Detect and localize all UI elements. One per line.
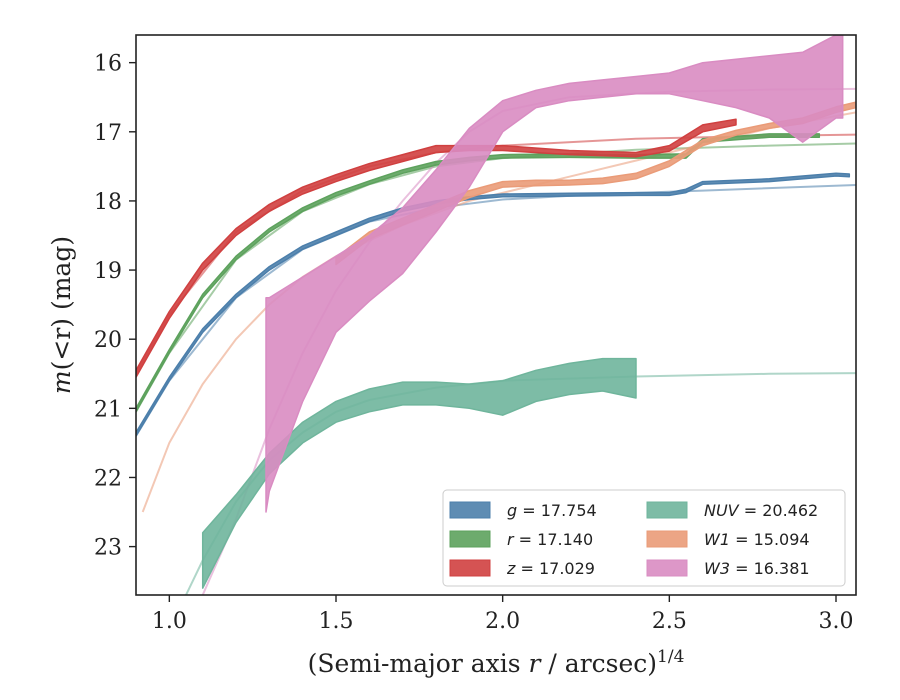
band-w1: [335, 101, 856, 266]
band-nuv: [201, 357, 637, 589]
band-z: [136, 118, 737, 378]
legend-label-r: r = 17.140: [507, 530, 593, 549]
y-tick-label: 23: [94, 536, 122, 561]
x-tick-label: 1.5: [319, 609, 354, 634]
x-axis-label: (Semi-major axis r / arcsec)1/4: [308, 647, 685, 678]
legend-label-w1: W1 = 15.094: [704, 530, 810, 549]
model-curve-w1: [141, 111, 856, 513]
y-tick-label: 19: [94, 259, 122, 284]
legend-swatch-g: [449, 501, 491, 519]
legend-swatch-w1: [646, 530, 688, 548]
legend-label-nuv: NUV = 20.462: [704, 501, 818, 520]
band-g: [136, 172, 851, 437]
x-tick-label: 2.0: [485, 609, 520, 634]
band-w3: [265, 35, 844, 513]
legend-swatch-w3: [646, 559, 688, 577]
x-tick-label: 3.0: [819, 609, 854, 634]
y-tick-label: 22: [94, 466, 122, 491]
y-axis-ticks: 16 17 18 19 20 21 22 23: [94, 52, 136, 561]
legend-label-z: z = 17.029: [506, 559, 595, 578]
y-tick-label: 16: [94, 52, 122, 77]
y-axis-label: m(<r) (mag): [47, 236, 76, 394]
legend-swatch-nuv: [646, 501, 688, 519]
legend-box: [442, 489, 846, 587]
plot-frame: [135, 34, 857, 596]
legend-swatch-r: [449, 530, 491, 548]
legend-swatch-z: [449, 559, 491, 577]
x-axis-ticks: 1.0 1.5 2.0 2.5 3.0: [152, 595, 854, 634]
y-tick-label: 18: [94, 190, 122, 215]
band-r: [136, 133, 821, 413]
y-tick-label: 20: [94, 328, 122, 353]
legend-label-g: g = 17.754: [507, 501, 597, 520]
y-tick-label: 21: [94, 397, 122, 422]
legend-label-w3: W3 = 16.381: [704, 559, 810, 578]
model-curve-r: [136, 142, 856, 413]
y-tick-label: 17: [94, 121, 122, 146]
legend: g = 17.754 r = 17.140 z = 17.029 NUV = 20.4…: [442, 489, 846, 587]
x-tick-label: 2.5: [652, 609, 687, 634]
data-bands: [136, 35, 856, 589]
x-tick-label: 1.0: [152, 609, 187, 634]
